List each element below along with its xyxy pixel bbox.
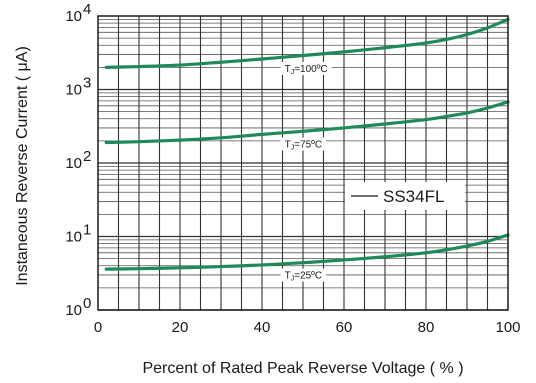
y-tick-label: 10: [65, 229, 82, 246]
y-tick-base: 10: [65, 82, 82, 99]
y-tick-exponent: 0: [83, 295, 91, 312]
y-tick-base: 10: [65, 155, 82, 172]
y-tick-exponent: 1: [83, 222, 91, 239]
series-label-value: =75ºC: [294, 140, 322, 151]
series-line-0: [104, 17, 510, 69]
y-tick-label: 10: [65, 155, 82, 172]
series-label-subscript: J: [291, 276, 295, 283]
legend: SS34FL: [345, 182, 465, 210]
series-label-subscript: J: [291, 69, 295, 76]
series-line-1: [104, 100, 510, 145]
x-axis-title: Percent of Rated Peak Reverse Voltage ( …: [142, 360, 463, 377]
x-tick-label: 0: [94, 319, 102, 336]
series-label-value: =100ºC: [294, 64, 327, 75]
y-tick-label: 10: [65, 8, 82, 25]
series-label-symbol: T: [285, 140, 291, 151]
series-label-value: =25ºC: [294, 271, 322, 282]
x-tick-label: 20: [172, 319, 189, 336]
series-label-0: TJ=100ºC: [285, 64, 328, 76]
y-tick-label: 10: [65, 82, 82, 99]
x-tick-label: 40: [254, 319, 271, 336]
y-tick-base: 10: [65, 8, 82, 25]
series-label-bg-1: [280, 137, 327, 151]
y-tick-base: 10: [65, 302, 82, 319]
y-tick-exponent: 2: [83, 148, 91, 165]
series-label-subscript: J: [291, 145, 295, 152]
series-label-symbol: T: [285, 64, 291, 75]
plot-frame: [97, 15, 509, 311]
x-tick-label: 60: [336, 319, 353, 336]
y-axis-title: Instaneous Reverse Current ( μA): [14, 46, 31, 286]
y-tick-label: 10: [65, 302, 82, 319]
series-line-2: [104, 233, 510, 271]
grid: [98, 16, 508, 311]
y-tick-base: 10: [65, 229, 82, 246]
series-label-symbol: T: [285, 271, 291, 282]
series-label-bg-2: [280, 268, 327, 282]
series-label-bg-0: [280, 61, 332, 75]
x-tick-label: 80: [418, 319, 435, 336]
y-tick-exponent: 4: [83, 1, 91, 18]
series-label-1: TJ=75ºC: [285, 140, 322, 152]
y-tick-exponent: 3: [83, 75, 91, 92]
series-label-2: TJ=25ºC: [285, 271, 322, 283]
legend-label: SS34FL: [383, 187, 444, 206]
x-tick-label: 100: [495, 319, 520, 336]
